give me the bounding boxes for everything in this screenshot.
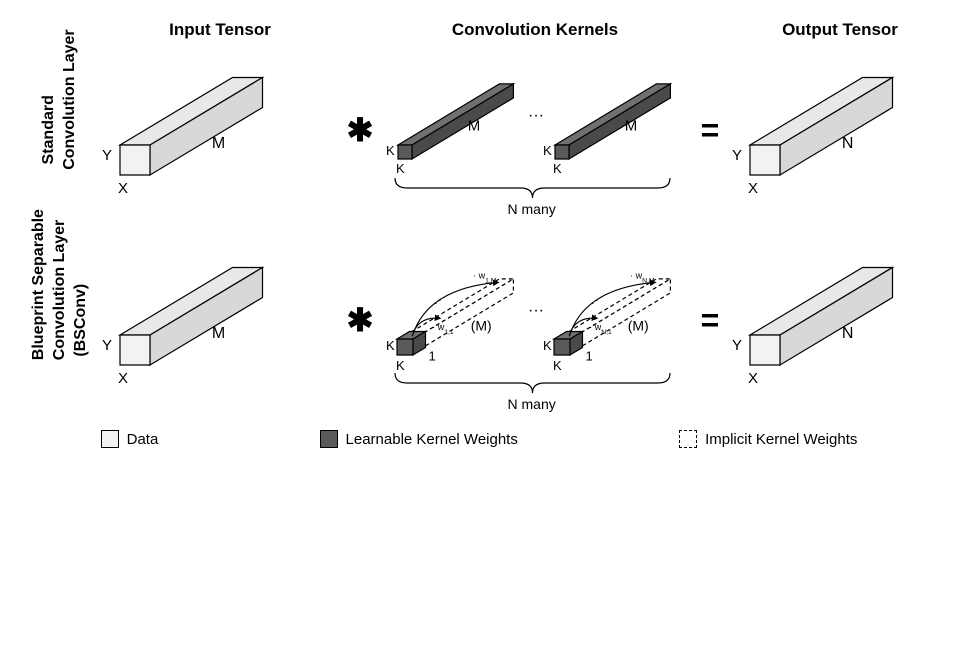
svg-text:N many: N many (508, 201, 556, 217)
legend-kernel-label: Learnable Kernel Weights (346, 431, 518, 448)
output-tensor-bsconv: XY N (730, 240, 950, 400)
svg-text:X: X (748, 180, 758, 197)
svg-text:M: M (625, 117, 638, 134)
row-label-bsconv: Blueprint Separable Convolution Layer (B… (29, 280, 91, 360)
svg-text:···: ··· (528, 107, 544, 124)
swatch-kernel-icon (320, 430, 338, 448)
equals-icon: = (690, 302, 730, 339)
svg-text:Y: Y (732, 337, 742, 354)
kernels-standard: KKM···KKMN many (380, 50, 690, 210)
row-standard: Standard Convolution Layer XYM ✱ KKM···K… (20, 50, 938, 210)
legend-data-label: Data (127, 431, 159, 448)
svg-text:(M): (M) (471, 317, 492, 333)
svg-text:·: · (442, 292, 445, 303)
svg-text:· w1,M: · w1,M (473, 270, 497, 284)
svg-text:X: X (118, 370, 128, 387)
svg-text:N: N (842, 325, 854, 342)
svg-text:K: K (543, 143, 552, 158)
svg-text:1: 1 (428, 348, 435, 363)
svg-text:·: · (595, 295, 598, 306)
legend-implicit-label: Implicit Kernel Weights (705, 431, 857, 448)
svg-text:K: K (553, 358, 562, 373)
svg-text:1: 1 (585, 348, 592, 363)
output-tensor-standard: XY N (730, 50, 950, 210)
svg-text:Y: Y (102, 147, 112, 164)
legend-kernel: Learnable Kernel Weights (320, 430, 518, 448)
legend-data: Data (101, 430, 159, 448)
swatch-data-icon (101, 430, 119, 448)
svg-text:K: K (396, 161, 405, 176)
row-bsconv: Blueprint Separable Convolution Layer (B… (20, 240, 938, 400)
svg-text:M: M (212, 135, 225, 152)
kernels-bsconv: KK1(M)···· w1,1· w1,M···KK1(M)···· wN,1·… (380, 240, 690, 400)
svg-text:K: K (386, 143, 395, 158)
header-input: Input Tensor (100, 20, 340, 40)
legend-implicit: Implicit Kernel Weights (679, 430, 857, 448)
svg-text:X: X (748, 370, 758, 387)
svg-text:·: · (599, 292, 602, 303)
svg-text:K: K (543, 338, 552, 353)
input-tensor-bsconv: XY M (100, 240, 340, 400)
header-kernels: Convolution Kernels (380, 20, 690, 40)
svg-text:·: · (438, 295, 441, 306)
svg-text:N: N (842, 135, 854, 152)
svg-text:N many: N many (508, 396, 556, 412)
conv-op-icon: ✱ (340, 111, 380, 149)
svg-text:Y: Y (732, 147, 742, 164)
swatch-implicit-icon (679, 430, 697, 448)
svg-text:M: M (468, 117, 481, 134)
equals-icon: = (690, 112, 730, 149)
header-output: Output Tensor (730, 20, 950, 40)
svg-text:X: X (118, 180, 128, 197)
svg-text:Y: Y (102, 337, 112, 354)
svg-text:· wN,M: · wN,M (630, 270, 655, 284)
svg-text:K: K (553, 161, 562, 176)
svg-text:·: · (434, 298, 437, 309)
svg-text:·: · (591, 298, 594, 309)
svg-text:···: ··· (528, 302, 544, 319)
svg-text:K: K (386, 338, 395, 353)
row-label-standard: Standard Convolution Layer (39, 90, 81, 170)
input-tensor-standard: XY M (100, 50, 340, 210)
conv-op-icon: ✱ (340, 301, 380, 339)
svg-text:M: M (212, 325, 225, 342)
svg-text:(M): (M) (628, 317, 649, 333)
legend: Data Learnable Kernel Weights Implicit K… (20, 430, 938, 448)
column-headers: Input Tensor Convolution Kernels Output … (20, 20, 938, 40)
svg-text:K: K (396, 358, 405, 373)
